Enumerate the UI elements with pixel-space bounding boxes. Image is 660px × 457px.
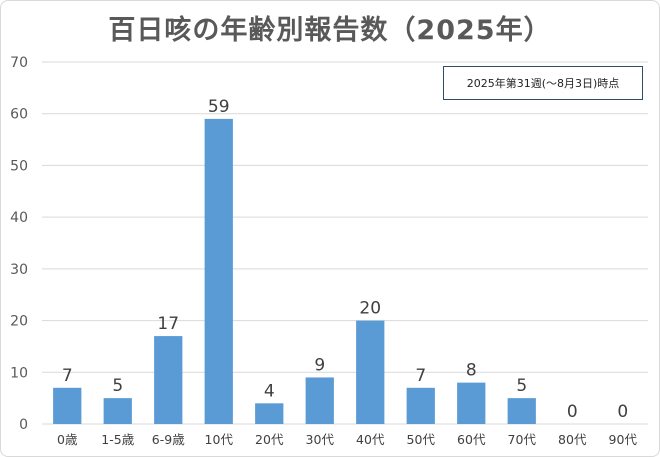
y-tick-label: 0	[19, 417, 28, 433]
annotation-text: 2025年第31週(～8月3日)時点	[466, 77, 620, 90]
bar	[406, 387, 435, 424]
x-category-label: 80代	[558, 432, 587, 447]
y-tick-label: 10	[10, 365, 28, 381]
bar	[507, 398, 536, 424]
bar	[204, 118, 233, 424]
data-label: 5	[516, 376, 527, 396]
annotation-box: 2025年第31週(～8月3日)時点	[443, 66, 643, 100]
chart-title: 百日咳の年齢別報告数（2025年）	[108, 15, 552, 46]
data-label: 17	[157, 314, 179, 334]
data-label: 8	[466, 361, 477, 381]
x-category-label: 60代	[457, 432, 486, 447]
data-label: 0	[567, 402, 578, 422]
x-category-label: 1-5歳	[101, 432, 134, 447]
bar	[305, 377, 334, 424]
x-category-label: 40代	[356, 432, 385, 447]
x-category-label: 10代	[205, 432, 234, 447]
x-category-label: 20代	[255, 432, 284, 447]
data-label: 0	[617, 402, 628, 422]
bar	[356, 320, 385, 424]
data-label: 7	[62, 366, 73, 386]
x-category-label: 90代	[609, 432, 638, 447]
x-category-label: 30代	[306, 432, 335, 447]
data-label: 9	[314, 355, 325, 375]
data-label: 4	[264, 381, 275, 401]
data-label: 20	[359, 299, 381, 319]
x-category-label: 6-9歳	[152, 432, 185, 447]
bar	[103, 398, 132, 424]
x-category-label: 50代	[407, 432, 436, 447]
y-tick-label: 30	[10, 262, 28, 278]
x-category-label: 70代	[508, 432, 537, 447]
x-category-label: 0歳	[57, 432, 78, 447]
bar	[457, 382, 486, 424]
data-label: 7	[415, 366, 426, 386]
bar	[53, 387, 82, 424]
y-tick-label: 40	[10, 210, 28, 226]
y-tick-label: 20	[10, 314, 28, 330]
y-tick-label: 70	[10, 55, 28, 71]
y-tick-label: 50	[10, 158, 28, 174]
bar	[255, 403, 284, 424]
y-tick-label: 60	[10, 107, 28, 123]
data-label: 59	[208, 97, 230, 117]
bar	[154, 336, 183, 424]
data-label: 5	[112, 376, 123, 396]
